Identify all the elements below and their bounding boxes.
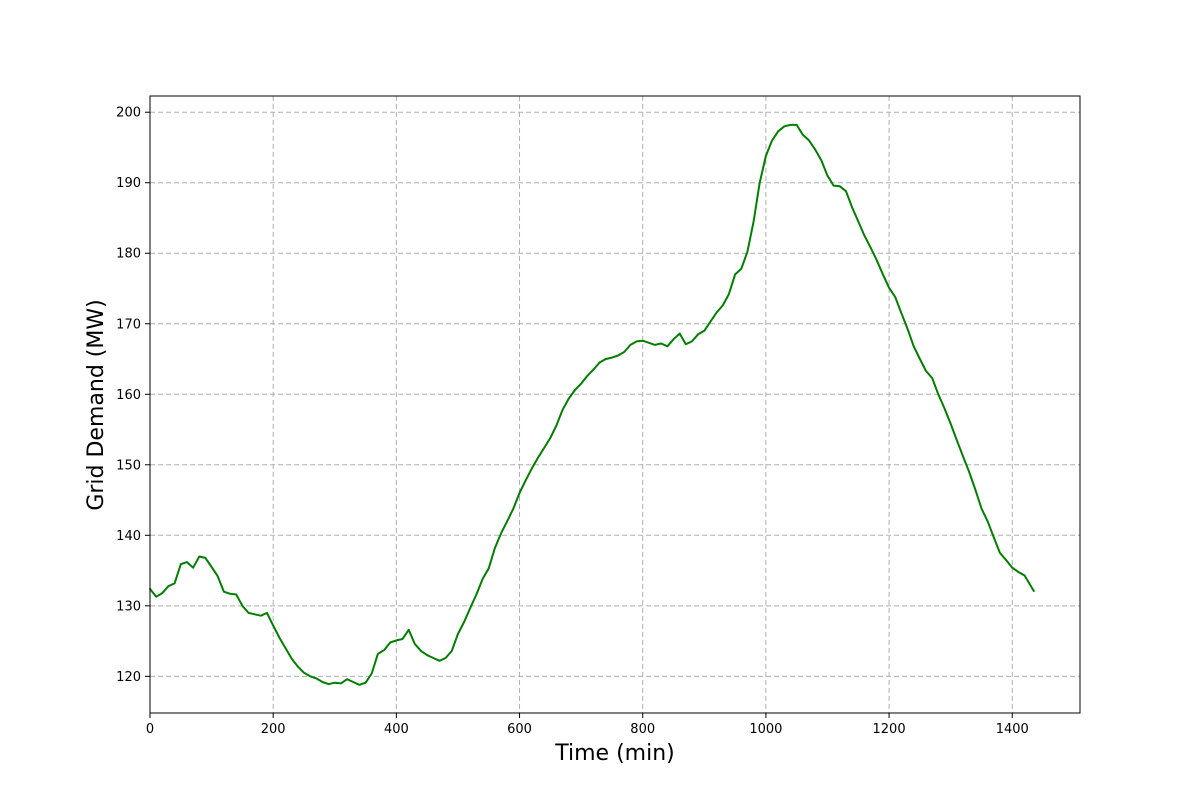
- y-tick-label: 200: [116, 106, 141, 121]
- y-tick-label: 190: [116, 176, 141, 191]
- y-tick-label: 130: [116, 599, 141, 614]
- y-tick-label: 140: [116, 529, 141, 544]
- x-tick-label: 200: [261, 722, 286, 737]
- x-tick-label: 0: [146, 722, 154, 737]
- x-tick-label: 1000: [749, 722, 782, 737]
- y-axis-label: Grid Demand (MW): [84, 299, 109, 510]
- x-tick-label: 1400: [996, 722, 1029, 737]
- y-tick-label: 150: [116, 458, 141, 473]
- grid-lines: [149, 96, 1080, 713]
- x-axis-label: Time (min): [554, 741, 675, 766]
- y-tick-label: 160: [116, 388, 141, 403]
- x-tick-label: 1200: [873, 722, 906, 737]
- y-tick-label: 170: [116, 317, 141, 332]
- x-tick-label: 800: [630, 722, 655, 737]
- y-tick-label: 180: [116, 247, 141, 262]
- plot-area: [150, 96, 1080, 713]
- y-tick-label: 120: [116, 670, 141, 685]
- plot-frame: [149, 95, 1081, 714]
- x-tick-label: 400: [384, 722, 409, 737]
- series-layer: [149, 123, 1035, 686]
- axis-ticks: 0 200 400 600 800 1000 1200 1400 120 130 140 150 160…: [116, 106, 1029, 737]
- x-tick-label: 600: [507, 722, 532, 737]
- demand-series-line: [149, 123, 1035, 686]
